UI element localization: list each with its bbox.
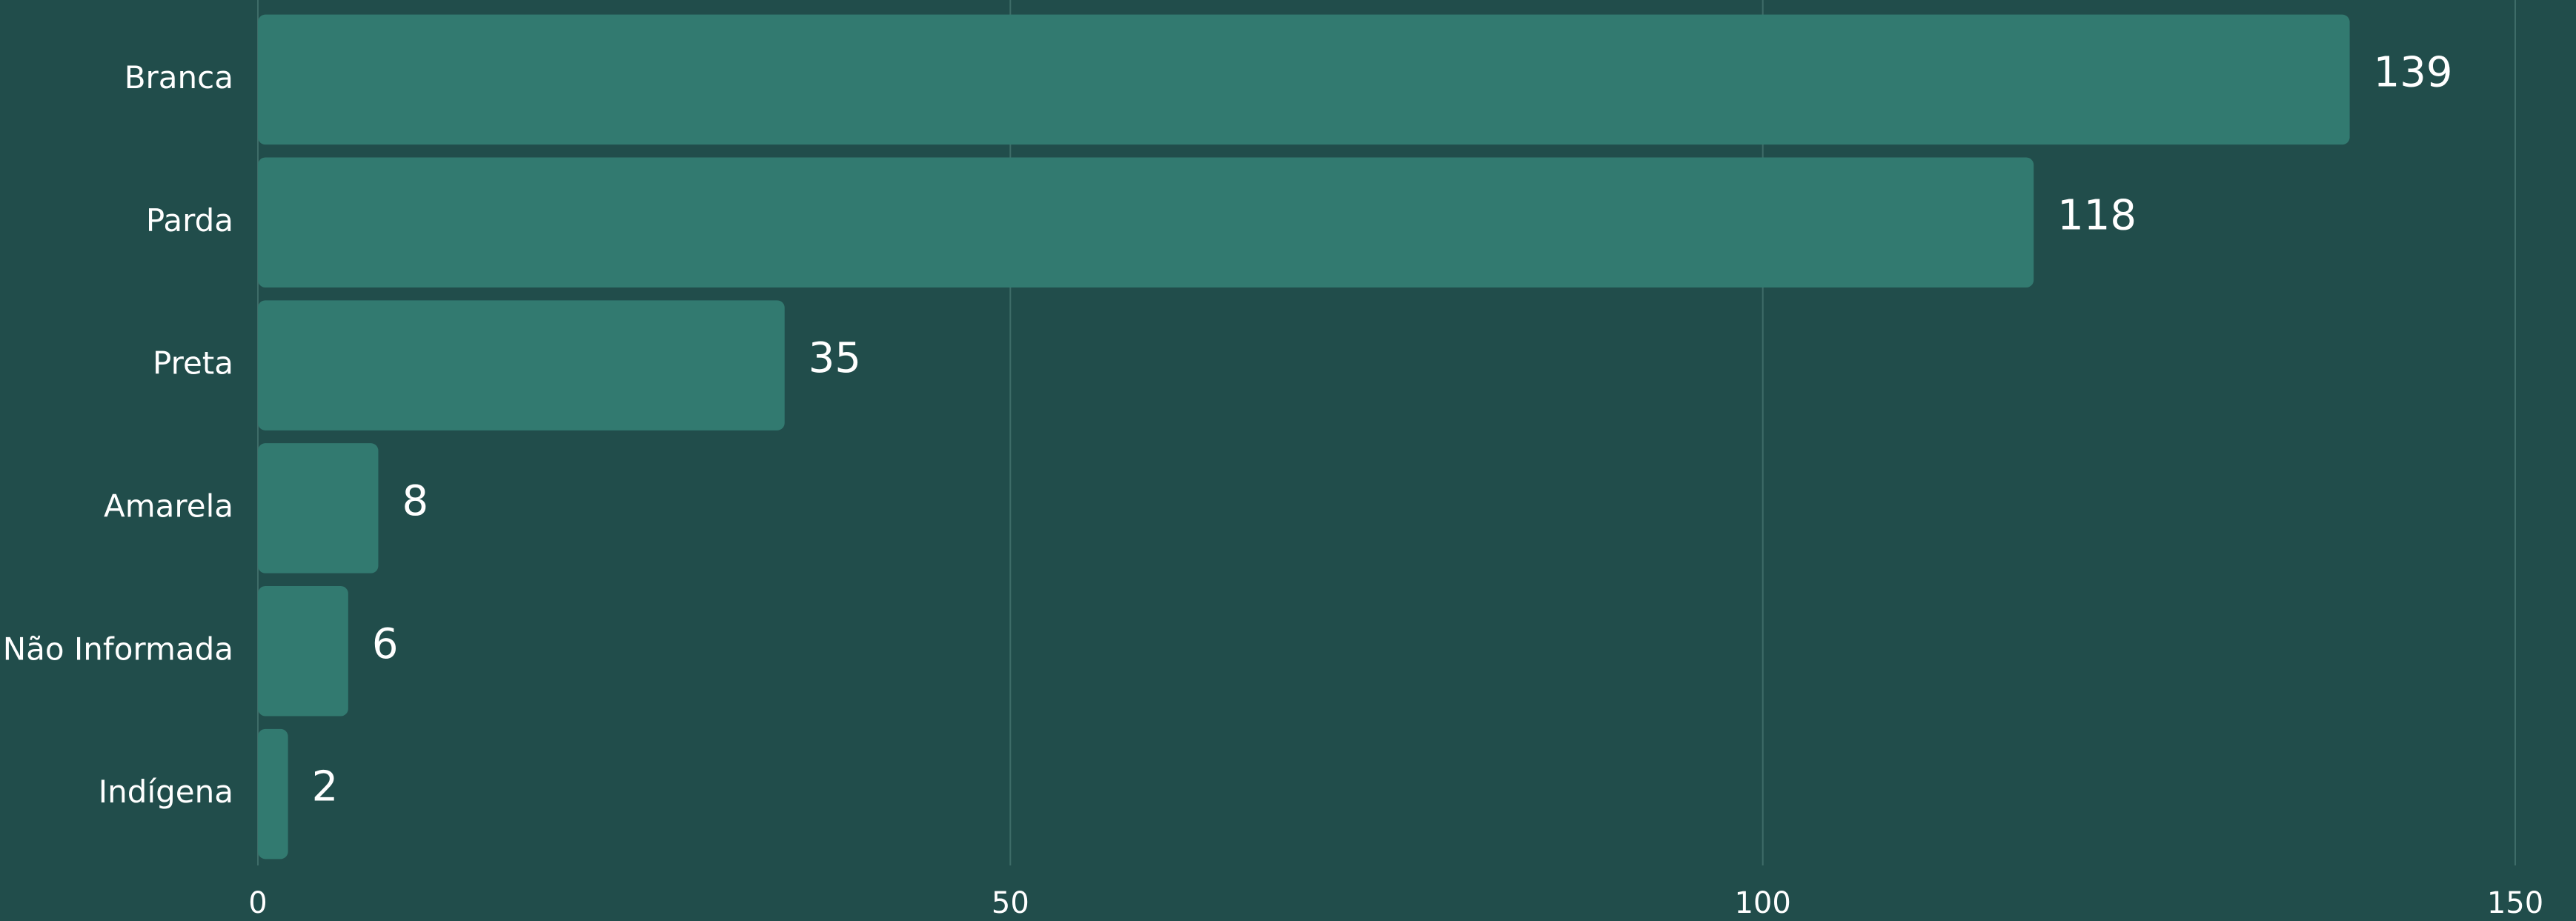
category-label: Indígena — [99, 774, 233, 810]
category-label: Não Informada — [3, 631, 233, 667]
value-label: 118 — [2057, 191, 2137, 239]
bar — [258, 443, 379, 573]
value-label: 6 — [372, 620, 399, 668]
bar — [258, 728, 288, 860]
bar — [258, 300, 785, 430]
category-label: Parda — [146, 202, 233, 239]
labels: 0 50 100 150 Branca 139 Parda 118 Preta 35 Amarela… — [3, 49, 2543, 920]
x-tick-label: 0 — [248, 886, 267, 920]
x-tick-label: 100 — [1734, 886, 1790, 920]
bar — [258, 586, 348, 716]
value-label: 139 — [2374, 49, 2453, 97]
value-label: 8 — [402, 477, 428, 525]
category-label: Branca — [125, 59, 233, 96]
bar — [258, 157, 2034, 287]
value-label: 2 — [312, 763, 339, 811]
value-label: 35 — [809, 334, 861, 382]
bar — [258, 14, 2350, 145]
category-label: Preta — [153, 345, 233, 382]
bars — [258, 14, 2350, 860]
x-tick-label: 150 — [2487, 886, 2543, 920]
x-tick-label: 50 — [992, 886, 1029, 920]
category-label: Amarela — [104, 488, 233, 524]
